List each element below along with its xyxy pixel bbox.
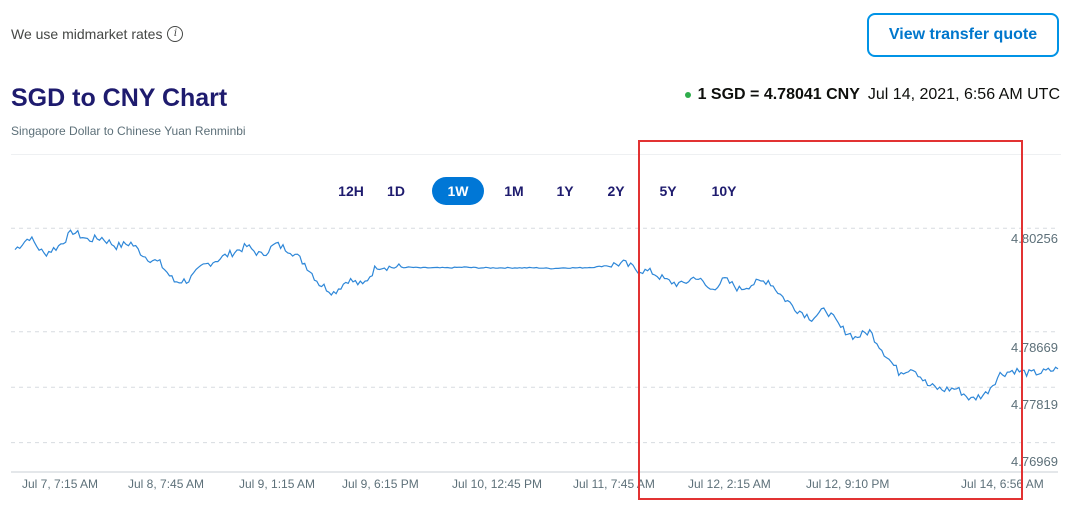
tab-10y[interactable]: 10Y: [711, 183, 737, 199]
x-tick-label: Jul 12, 2:15 AM: [688, 477, 771, 491]
tab-2y[interactable]: 2Y: [607, 183, 625, 199]
x-tick-label: Jul 9, 1:15 AM: [239, 477, 315, 491]
x-tick-label: Jul 9, 6:15 PM: [342, 477, 419, 491]
tab-1y[interactable]: 1Y: [556, 183, 574, 199]
y-tick-label: 4.78669: [1011, 340, 1058, 355]
x-tick-label: Jul 12, 9:10 PM: [806, 477, 889, 491]
midmarket-note: We use midmarket rates i: [11, 26, 184, 42]
period-tabs: 12H 1D 1W 1M 1Y 2Y 5Y 10Y: [330, 176, 739, 206]
tab-5y[interactable]: 5Y: [659, 183, 677, 199]
tab-1w[interactable]: 1W: [432, 177, 484, 205]
x-tick-label: Jul 11, 7:45 AM: [573, 477, 655, 491]
x-tick-label: Jul 7, 7:15 AM: [22, 477, 98, 491]
live-status-dot: [684, 92, 691, 98]
x-axis-labels: Jul 7, 7:15 AM Jul 8, 7:45 AM Jul 9, 1:1…: [22, 477, 1044, 491]
series-line: [14, 229, 1059, 401]
y-tick-label: 4.80256: [1011, 231, 1058, 246]
current-rate: 1 SGD = 4.78041 CNY Jul 14, 2021, 6:56 A…: [684, 86, 1060, 104]
y-axis-labels: 4.80256 4.78669 4.77819 4.76969: [1011, 231, 1058, 469]
tab-1m[interactable]: 1M: [504, 183, 524, 199]
view-transfer-quote-button[interactable]: View transfer quote: [867, 13, 1059, 57]
page-subtitle: Singapore Dollar to Chinese Yuan Renminb…: [11, 124, 246, 138]
x-tick-label: Jul 14, 6:56 AM: [961, 477, 1044, 491]
x-tick-label: Jul 8, 7:45 AM: [128, 477, 204, 491]
page-title: SGD to CNY Chart: [11, 84, 228, 112]
tab-1d[interactable]: 1D: [387, 183, 405, 199]
info-icon[interactable]: i: [167, 26, 184, 42]
y-tick-label: 4.76969: [1011, 454, 1058, 469]
rate-timestamp: Jul 14, 2021, 6:56 AM UTC: [867, 86, 1060, 103]
rate-value: 1 SGD = 4.78041 CNY: [697, 86, 860, 103]
tab-12h[interactable]: 12H: [338, 183, 364, 199]
chart-grid: [11, 227, 1058, 444]
x-tick-label: Jul 10, 12:45 PM: [452, 477, 542, 491]
rate-chart[interactable]: 4.80256 4.78669 4.77819 4.76969 Jul 7, 7…: [0, 215, 1080, 500]
header-divider: [11, 154, 1061, 155]
y-tick-label: 4.77819: [1011, 397, 1058, 412]
midmarket-note-text: We use midmarket rates: [11, 26, 163, 42]
